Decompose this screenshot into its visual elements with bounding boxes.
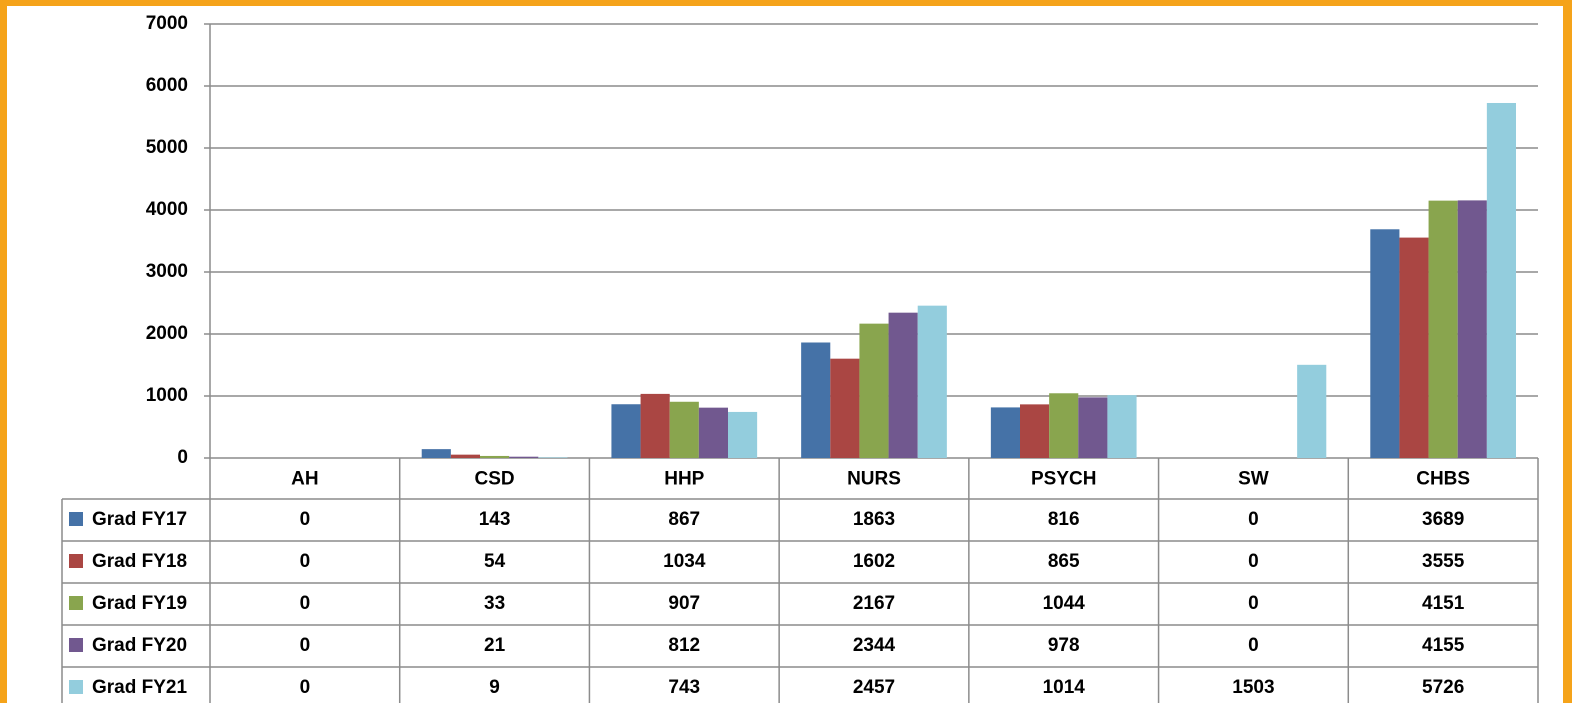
y-tick-label: 5000	[146, 137, 188, 158]
bar	[698, 407, 728, 458]
y-tick-label: 2000	[146, 323, 188, 344]
table-value: 1034	[663, 551, 706, 572]
table-value: 0	[1248, 509, 1259, 530]
legend-label: Grad FY18	[92, 551, 187, 572]
bar	[1370, 229, 1400, 458]
legend-swatch	[69, 638, 83, 652]
x-tick-label: PSYCH	[1031, 469, 1096, 490]
legend-label: Grad FY19	[92, 593, 187, 614]
bar	[1107, 395, 1137, 458]
table-value: 3689	[1422, 509, 1464, 530]
y-tick-label: 0	[177, 447, 188, 468]
table-value: 21	[484, 635, 506, 656]
table-value: 3555	[1422, 551, 1465, 572]
bar	[450, 454, 480, 458]
y-tick-label: 1000	[146, 385, 188, 406]
x-tick-label: AH	[291, 469, 318, 490]
legend-swatch	[69, 680, 83, 694]
legend-label: Grad FY20	[92, 635, 187, 656]
bar	[1049, 393, 1079, 458]
x-tick-label: CHBS	[1416, 469, 1470, 490]
bar	[859, 323, 889, 458]
table-value: 743	[668, 677, 700, 698]
y-tick-label: 7000	[146, 13, 188, 34]
x-tick-label: CSD	[475, 469, 515, 490]
bar	[1428, 200, 1458, 458]
table-value: 1014	[1043, 677, 1086, 698]
x-tick-label: SW	[1238, 469, 1269, 490]
legend-swatch	[69, 596, 83, 610]
bar	[1399, 237, 1429, 458]
table-value: 33	[484, 593, 505, 614]
legend-label: Grad FY21	[92, 677, 187, 698]
table-value: 2167	[853, 593, 895, 614]
table-value: 0	[1248, 593, 1259, 614]
y-tick-label: 3000	[146, 261, 188, 282]
bar	[1078, 397, 1108, 458]
bar	[1457, 200, 1487, 458]
table-value: 1602	[853, 551, 895, 572]
table-value: 1863	[853, 509, 895, 530]
bar	[669, 401, 699, 458]
bar	[509, 456, 539, 458]
table-value: 0	[300, 509, 311, 530]
table-value: 865	[1048, 551, 1080, 572]
bar	[538, 457, 568, 458]
table-value: 5726	[1422, 677, 1464, 698]
table-value: 907	[668, 593, 700, 614]
bar	[1297, 364, 1327, 458]
table-value: 0	[300, 593, 311, 614]
bar	[801, 342, 831, 458]
legend-swatch	[69, 512, 83, 526]
y-tick-label: 4000	[146, 199, 188, 220]
table-value: 978	[1048, 635, 1080, 656]
x-tick-label: HHP	[664, 469, 704, 490]
bar	[917, 305, 947, 458]
bar	[888, 312, 918, 458]
bar	[480, 455, 510, 458]
table-value: 0	[300, 677, 311, 698]
table-value: 9	[489, 677, 500, 698]
legend-label: Grad FY17	[92, 509, 187, 530]
table-value: 0	[1248, 635, 1259, 656]
legend-swatch	[69, 554, 83, 568]
table-value: 0	[300, 551, 311, 572]
bar	[1020, 404, 1050, 458]
bar	[728, 411, 758, 458]
table-value: 4155	[1422, 635, 1465, 656]
table-value: 867	[668, 509, 700, 530]
table-value: 2344	[853, 635, 896, 656]
chart-frame	[7, 6, 1563, 703]
table-value: 816	[1048, 509, 1080, 530]
x-tick-label: NURS	[847, 469, 901, 490]
table-value: 2457	[853, 677, 895, 698]
table-value: 54	[484, 551, 506, 572]
table-value: 0	[300, 635, 311, 656]
bar	[640, 393, 670, 458]
bar	[990, 407, 1020, 458]
bar	[611, 404, 641, 458]
table-value: 1503	[1232, 677, 1274, 698]
y-tick-label: 6000	[146, 75, 188, 96]
table-value: 0	[1248, 551, 1259, 572]
bar	[1486, 102, 1516, 458]
table-value: 1044	[1043, 593, 1086, 614]
table-value: 143	[479, 509, 511, 530]
bar	[830, 358, 860, 458]
table-value: 812	[668, 635, 700, 656]
bar	[421, 449, 451, 458]
table-value: 4151	[1422, 593, 1465, 614]
